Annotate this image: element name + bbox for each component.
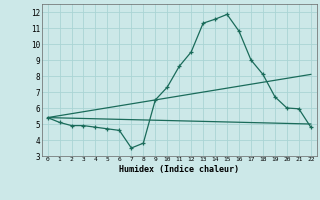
X-axis label: Humidex (Indice chaleur): Humidex (Indice chaleur) (119, 165, 239, 174)
